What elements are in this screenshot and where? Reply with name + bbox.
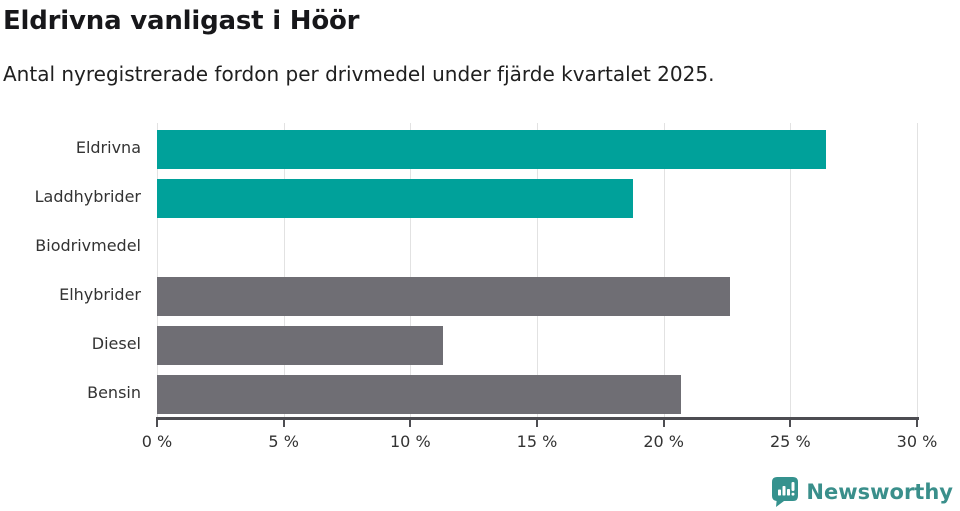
category-axis: Eldrivna Laddhybrider Biodrivmedel Elhybrid… (0, 123, 141, 417)
gridline (663, 123, 665, 417)
chart-title: Eldrivna vanligast i Höör (3, 6, 360, 36)
x-axis-tick-label: 5 % (268, 432, 299, 451)
gridline (537, 123, 538, 417)
x-axis-tick-label: 15 % (516, 432, 558, 451)
gridline (410, 123, 412, 417)
x-axis-tick-label: 30 % (896, 432, 938, 451)
category-label: Laddhybrider (34, 187, 141, 206)
bar-laddhybrider (157, 179, 634, 218)
gridline (283, 123, 285, 417)
x-axis-tick-label: 20 % (643, 432, 684, 451)
x-axis-tick (916, 420, 918, 427)
gridline (790, 123, 792, 417)
category-label: Diesel (91, 334, 141, 353)
category-label: Eldrivna (75, 138, 141, 157)
x-axis-tick (409, 420, 412, 427)
x-axis-tick (282, 420, 285, 427)
bar-eldrivna (157, 130, 826, 169)
category-label: Bensin (87, 383, 141, 402)
x-axis-tick-label: 0 % (141, 432, 173, 451)
bar-diesel (157, 326, 444, 365)
x-axis-tick-label: 25 % (770, 432, 811, 451)
newsworthy-logo-icon (772, 477, 799, 507)
plot-area (157, 123, 918, 417)
bar-chart: Eldrivna Laddhybrider Biodrivmedel Elhybrid… (0, 118, 960, 463)
bar-elhybrider (157, 277, 730, 316)
brand-name: Newsworthy (806, 480, 953, 504)
bar-bensin (157, 375, 682, 414)
x-axis-tick (536, 420, 538, 427)
gridline (157, 123, 158, 417)
category-label: Biodrivmedel (35, 236, 141, 255)
category-label: Elhybrider (59, 285, 141, 304)
x-axis-tick (662, 420, 665, 427)
chart-subtitle: Antal nyregistrerade fordon per drivmede… (3, 62, 715, 86)
x-axis-tick (156, 420, 158, 427)
x-axis-tick (789, 420, 792, 427)
x-axis-line (156, 417, 919, 420)
x-axis-tick-label: 10 % (390, 432, 431, 451)
gridline (917, 123, 918, 417)
brand-footer-link[interactable]: Newsworthy (772, 477, 953, 507)
